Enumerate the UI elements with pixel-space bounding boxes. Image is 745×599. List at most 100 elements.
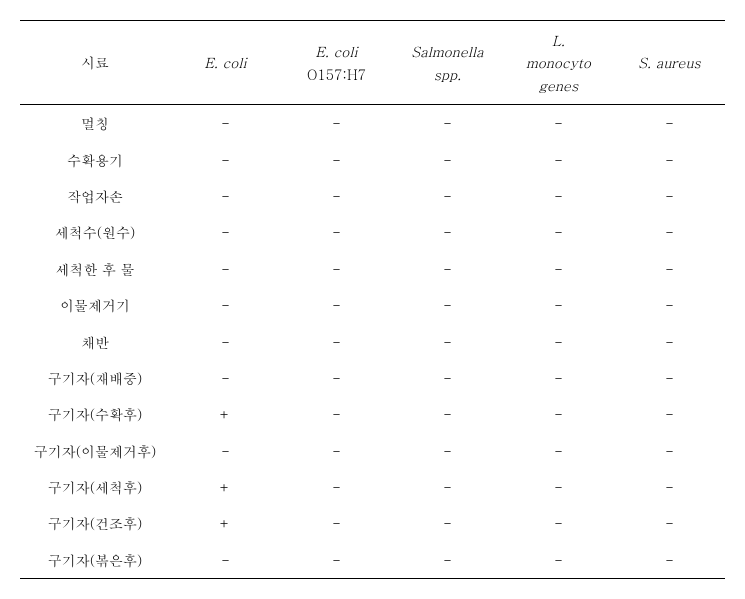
cell: - [170, 105, 281, 142]
cell: - [503, 287, 614, 323]
cell: - [614, 505, 725, 541]
col-header-saureus: S. aureus [614, 21, 725, 105]
cell: - [170, 287, 281, 323]
cell: - [281, 214, 392, 250]
cell: - [281, 142, 392, 178]
cell: - [392, 396, 503, 432]
cell: - [170, 542, 281, 579]
table-body: 멀칭 - - - - - 수확용기 - - - - - 작업자손 - - - - [20, 105, 725, 579]
cell: - [503, 105, 614, 142]
row-label: 작업자손 [20, 178, 170, 214]
cell: - [614, 287, 725, 323]
table-row: 이물제거기 - - - - - [20, 287, 725, 323]
header-row: 시료 E. coli E. coliO157:H7 Salmonellaspp.… [20, 21, 725, 105]
cell: - [503, 469, 614, 505]
cell: - [392, 505, 503, 541]
cell: - [503, 178, 614, 214]
row-label: 채반 [20, 324, 170, 360]
row-label: 구기자(건조후) [20, 505, 170, 541]
cell: - [503, 360, 614, 396]
cell: - [392, 469, 503, 505]
data-table-container: 시료 E. coli E. coliO157:H7 Salmonellaspp.… [20, 20, 725, 579]
cell: - [614, 542, 725, 579]
row-label: 세척수(원수) [20, 214, 170, 250]
cell: + [170, 505, 281, 541]
table-row: 구기자(볶은후) - - - - - [20, 542, 725, 579]
cell: - [170, 178, 281, 214]
cell: - [392, 214, 503, 250]
cell: - [392, 142, 503, 178]
cell: - [392, 542, 503, 579]
cell: - [503, 324, 614, 360]
col-header-salmonella: Salmonellaspp. [392, 21, 503, 105]
cell: - [392, 251, 503, 287]
row-label: 구기자(재배중) [20, 360, 170, 396]
cell: - [281, 433, 392, 469]
cell: - [503, 505, 614, 541]
cell: - [614, 251, 725, 287]
col-header-listeria: L.monocytogenes [503, 21, 614, 105]
table-row: 세척한 후 물 - - - - - [20, 251, 725, 287]
cell: - [281, 105, 392, 142]
table-row: 세척수(원수) - - - - - [20, 214, 725, 250]
cell: - [281, 324, 392, 360]
table-row: 구기자(수확후) + - - - - [20, 396, 725, 432]
row-label: 구기자(이물제거후) [20, 433, 170, 469]
row-label: 구기자(볶은후) [20, 542, 170, 579]
cell: - [503, 542, 614, 579]
cell: - [614, 469, 725, 505]
cell: - [392, 105, 503, 142]
cell: - [170, 251, 281, 287]
cell: - [170, 324, 281, 360]
cell: - [170, 360, 281, 396]
cell: - [614, 105, 725, 142]
row-label: 구기자(세척후) [20, 469, 170, 505]
row-label: 이물제거기 [20, 287, 170, 323]
cell: - [614, 142, 725, 178]
cell: - [170, 433, 281, 469]
cell: - [281, 287, 392, 323]
cell: - [281, 178, 392, 214]
cell: - [392, 433, 503, 469]
cell: + [170, 396, 281, 432]
cell: - [281, 505, 392, 541]
table-row: 구기자(이물제거후) - - - - - [20, 433, 725, 469]
cell: - [614, 396, 725, 432]
col-header-sample: 시료 [20, 21, 170, 105]
cell: - [614, 178, 725, 214]
cell: - [281, 360, 392, 396]
cell: - [503, 142, 614, 178]
table-row: 채반 - - - - - [20, 324, 725, 360]
table-row: 구기자(건조후) + - - - - [20, 505, 725, 541]
cell: - [392, 178, 503, 214]
cell: - [392, 360, 503, 396]
cell: - [614, 214, 725, 250]
table-row: 작업자손 - - - - - [20, 178, 725, 214]
row-label: 구기자(수확후) [20, 396, 170, 432]
cell: - [170, 142, 281, 178]
cell: - [503, 214, 614, 250]
col-header-ecoli-o157: E. coliO157:H7 [281, 21, 392, 105]
table-row: 구기자(재배중) - - - - - [20, 360, 725, 396]
data-table: 시료 E. coli E. coliO157:H7 Salmonellaspp.… [20, 20, 725, 579]
table-row: 멀칭 - - - - - [20, 105, 725, 142]
cell: - [281, 542, 392, 579]
row-label: 멀칭 [20, 105, 170, 142]
row-label: 세척한 후 물 [20, 251, 170, 287]
row-label: 수확용기 [20, 142, 170, 178]
cell: - [503, 433, 614, 469]
cell: - [392, 324, 503, 360]
col-header-ecoli: E. coli [170, 21, 281, 105]
cell: - [281, 251, 392, 287]
cell: - [614, 433, 725, 469]
cell: - [614, 360, 725, 396]
table-row: 수확용기 - - - - - [20, 142, 725, 178]
cell: + [170, 469, 281, 505]
cell: - [170, 214, 281, 250]
cell: - [503, 251, 614, 287]
table-row: 구기자(세척후) + - - - - [20, 469, 725, 505]
cell: - [614, 324, 725, 360]
cell: - [281, 396, 392, 432]
cell: - [503, 396, 614, 432]
cell: - [392, 287, 503, 323]
